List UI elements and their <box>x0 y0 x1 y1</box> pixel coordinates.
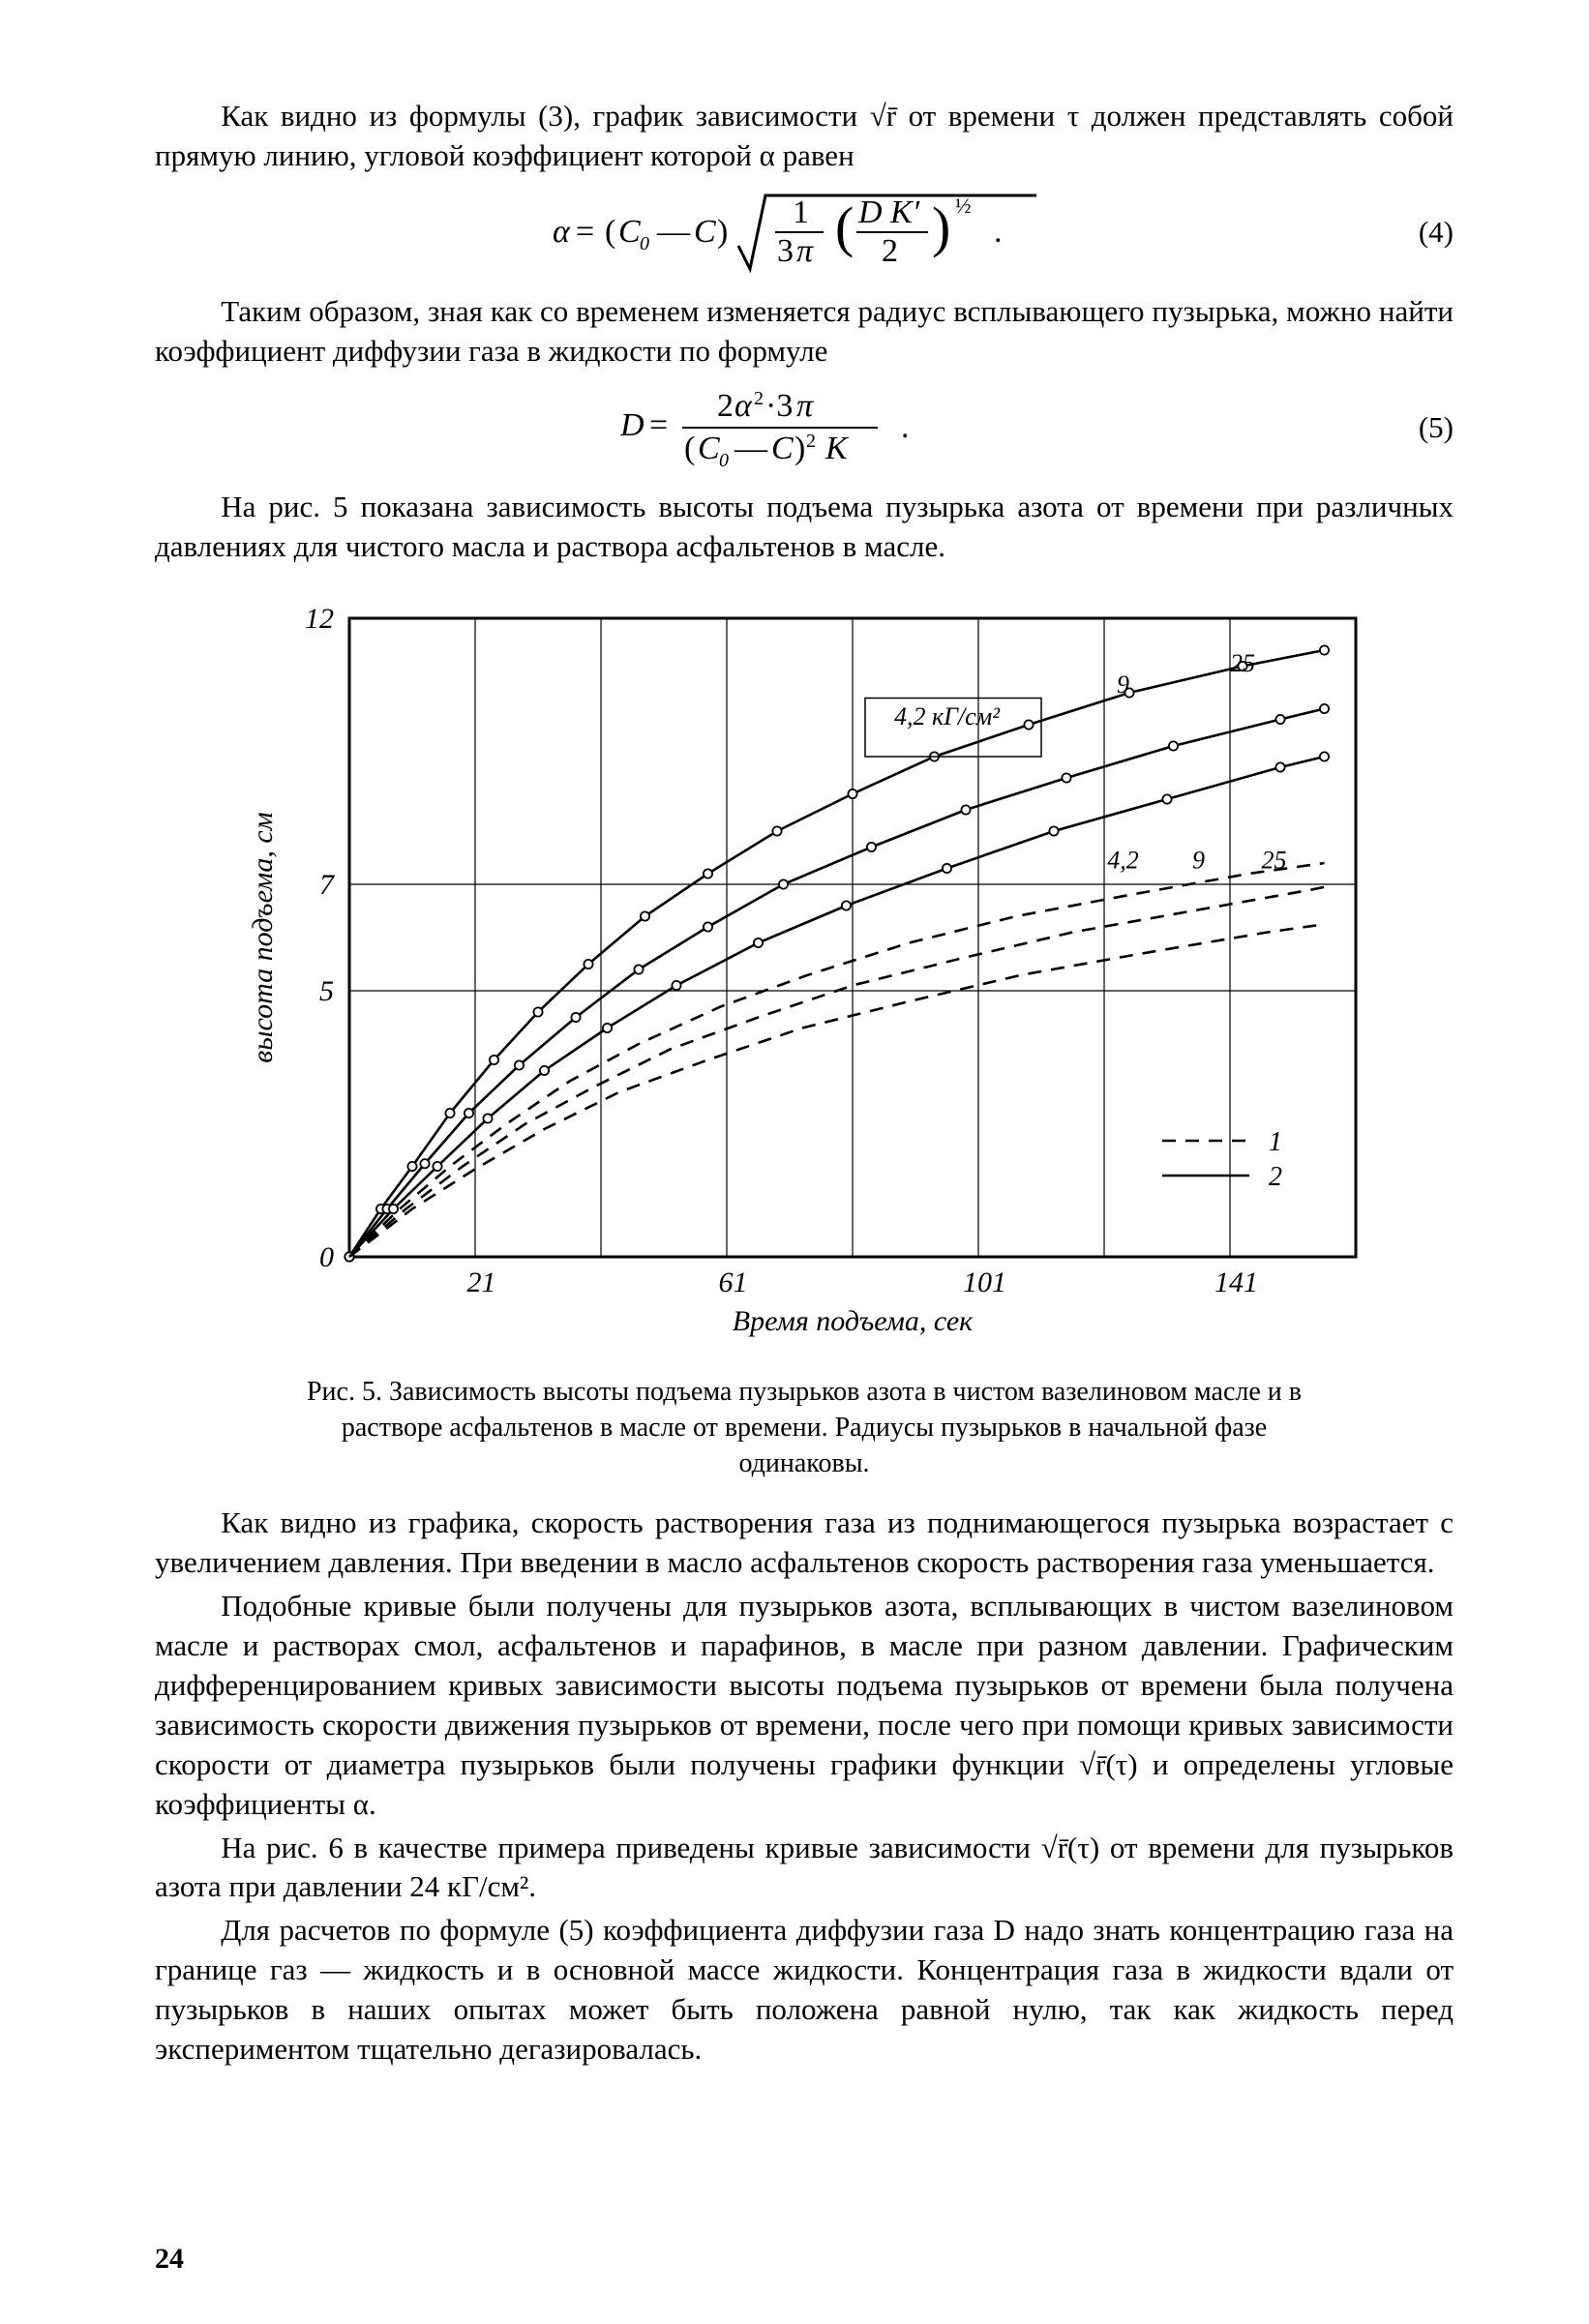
svg-text:2: 2 <box>754 388 764 409</box>
svg-text:D K′: D K′ <box>857 194 920 230</box>
svg-text:): ) <box>932 195 950 258</box>
equation-5-number: (5) <box>1419 410 1454 445</box>
svg-text:C: C <box>698 431 720 466</box>
svg-text:0: 0 <box>319 1241 334 1273</box>
svg-text:D: D <box>620 407 645 443</box>
svg-text:2: 2 <box>717 388 734 424</box>
svg-text:2: 2 <box>806 431 816 452</box>
equation-4: α = ( C 0 — C ) 1 3 π ( D K′ 2 ) <box>553 186 1056 279</box>
svg-text:9: 9 <box>1117 670 1129 699</box>
equation-5: D = 2 α 2 ·3 π ( C 0 — C ) 2 K . <box>620 381 988 474</box>
svg-text:4,2 кГ/см²: 4,2 кГ/см² <box>894 702 1001 730</box>
svg-text:): ) <box>717 214 728 250</box>
svg-text:(: ( <box>605 214 615 250</box>
svg-text:C: C <box>771 431 794 466</box>
paragraph-1: Как видно из формулы (3), график зависим… <box>155 97 1454 176</box>
paragraph-7: Для расчетов по формуле (5) коэффициента… <box>155 1911 1454 2070</box>
svg-text:(: ( <box>684 431 695 466</box>
svg-text:25: 25 <box>1230 649 1255 677</box>
svg-text:α: α <box>553 214 571 250</box>
paragraph-2: Таким образом, зная как со временем изме… <box>155 292 1454 372</box>
svg-text:C: C <box>618 214 641 250</box>
equation-4-number: (4) <box>1419 215 1454 250</box>
figure-5-chart: 057122161101141высота подъема, смВремя п… <box>224 599 1385 1354</box>
svg-text:21: 21 <box>467 1266 496 1298</box>
svg-text:—: — <box>656 214 691 250</box>
svg-text:4,2: 4,2 <box>1107 847 1139 875</box>
svg-text:0: 0 <box>640 233 649 254</box>
svg-text:61: 61 <box>719 1266 748 1298</box>
paragraph-4: Как видно из графика, скорость растворен… <box>155 1504 1454 1583</box>
svg-text:101: 101 <box>963 1266 1006 1298</box>
svg-text:·3: ·3 <box>765 388 793 424</box>
svg-text:0: 0 <box>719 450 729 471</box>
svg-text:7: 7 <box>319 869 336 901</box>
page-number: 24 <box>155 2243 184 2276</box>
svg-text:5: 5 <box>319 975 334 1007</box>
svg-text:=: = <box>649 407 668 443</box>
paragraph-6: На рис. 6 в качестве примера приведены к… <box>155 1829 1454 1908</box>
svg-text:): ) <box>794 431 805 466</box>
svg-text:25: 25 <box>1262 847 1287 875</box>
svg-text:α: α <box>735 388 753 424</box>
svg-text:высота подъема, см: высота подъема, см <box>247 813 279 1064</box>
figure-5-caption: Рис. 5. Зависимость высоты подъема пузыр… <box>301 1375 1307 1482</box>
svg-text:½: ½ <box>955 194 972 218</box>
svg-text:π: π <box>796 233 814 269</box>
svg-text:1: 1 <box>793 194 809 230</box>
svg-text:3: 3 <box>777 233 794 269</box>
svg-text:=: = <box>576 214 594 250</box>
svg-text:2: 2 <box>882 233 898 269</box>
svg-text:12: 12 <box>305 603 334 635</box>
svg-text:2: 2 <box>1269 1162 1282 1192</box>
svg-text:1: 1 <box>1269 1127 1282 1157</box>
page: Как видно из формулы (3), график зависим… <box>0 0 1589 2324</box>
svg-text:(: ( <box>835 195 854 258</box>
svg-text:C: C <box>694 214 716 250</box>
figure-5: 057122161101141высота подъема, смВремя п… <box>224 599 1385 1482</box>
svg-text:π: π <box>796 388 814 424</box>
svg-text:K: K <box>824 431 850 466</box>
svg-text:.: . <box>901 409 910 445</box>
svg-text:Время подъема, сек: Время подъема, сек <box>733 1305 974 1337</box>
paragraph-3: На рис. 5 показана зависимость высоты по… <box>155 488 1454 567</box>
svg-text:141: 141 <box>1214 1266 1258 1298</box>
equation-5-row: D = 2 α 2 ·3 π ( C 0 — C ) 2 K . (5) <box>155 381 1454 474</box>
svg-text:—: — <box>734 431 768 466</box>
svg-text:.: . <box>994 214 1003 250</box>
svg-text:9: 9 <box>1192 847 1205 875</box>
equation-4-row: α = ( C 0 — C ) 1 3 π ( D K′ 2 ) <box>155 186 1454 279</box>
paragraph-5: Подобные кривые были получены для пузырь… <box>155 1587 1454 1824</box>
